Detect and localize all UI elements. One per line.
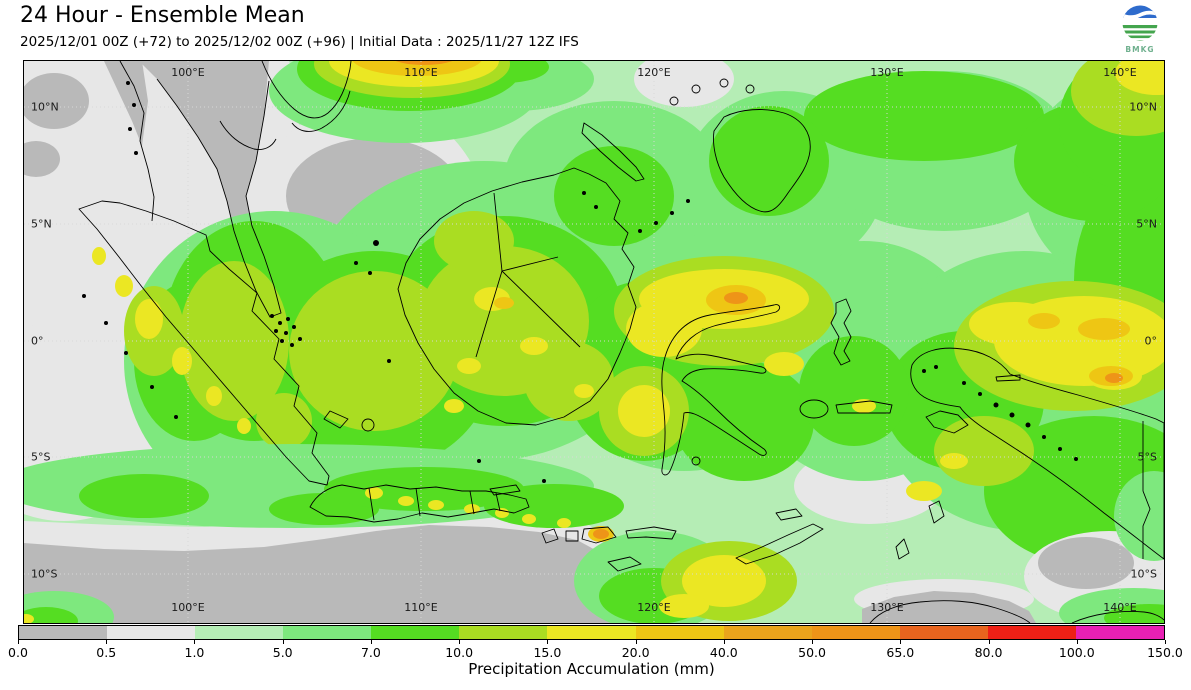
lon-label-bottom: 130°E (870, 601, 904, 614)
colorbar-segment (723, 626, 812, 639)
colorbar-tick (1165, 640, 1166, 644)
precip-south-band (24, 444, 797, 623)
precip-orange-areas (395, 61, 1123, 383)
lat-label-left: 0° (31, 334, 44, 348)
colorbar-tick-label: 100.0 (1058, 645, 1095, 660)
colorbar-tick-label: 20.0 (621, 645, 650, 660)
precipitation-map (24, 61, 1164, 623)
colorbar-tick-label: 80.0 (974, 645, 1003, 660)
lon-label-top: 140°E (1103, 66, 1137, 79)
colorbar-tick-label: 10.0 (445, 645, 474, 660)
lon-label-top: 110°E (404, 66, 438, 79)
colorbar-segment (459, 626, 548, 639)
colorbar-tick-label: 40.0 (709, 645, 738, 660)
colorbar-segment (811, 626, 900, 639)
precip-southeast-corner (854, 471, 1164, 623)
colorbar-tick (18, 640, 19, 644)
colorbar-segment (1075, 626, 1165, 639)
colorbar-tick-label: 1.0 (184, 645, 205, 660)
lon-label-bottom: 110°E (404, 601, 438, 614)
precip-gold-areas (352, 61, 1133, 386)
lat-label-right: 5°N (1136, 217, 1157, 231)
colorbar-segment (107, 626, 196, 639)
colorbar-segment (987, 626, 1076, 639)
colorbar-tick (812, 640, 814, 644)
colorbar-tick (635, 640, 637, 644)
colorbar-segment (635, 626, 724, 639)
colorbar-tick-label: 15.0 (533, 645, 562, 660)
bmkg-logo-icon (1122, 5, 1158, 41)
lat-label-right: 0° (1144, 334, 1158, 348)
lon-label-top: 120°E (637, 66, 671, 79)
colorbar-tick-label: 7.0 (360, 645, 381, 660)
colorbar-tick (194, 640, 196, 644)
bmkg-logo: BMKG (1119, 3, 1161, 57)
lat-label-right: 10°N (1129, 100, 1157, 114)
colorbar-segments (18, 625, 1165, 640)
lat-label-left: 10°S (31, 567, 58, 581)
bmkg-logo-text: BMKG (1125, 45, 1155, 54)
colorbar-tick-label: 0.5 (96, 645, 117, 660)
colorbar-tick-label: 50.0 (798, 645, 826, 660)
colorbar-segment (283, 626, 372, 639)
lon-label-top: 130°E (870, 66, 904, 79)
colorbar-tick-label: 5.0 (272, 645, 293, 660)
page-title: 24 Hour - Ensemble Mean (20, 3, 305, 28)
island-specks (82, 81, 1078, 483)
colorbar-segment (547, 626, 636, 639)
lon-label-bottom: 140°E (1103, 601, 1137, 614)
map-panel: 100°E 100°E 110°E 110°E 120°E 120°E 130°E 130°E… (23, 60, 1165, 624)
colorbar-tick (370, 640, 372, 644)
colorbar-tick (1076, 640, 1078, 644)
lon-label-top: 100°E (171, 66, 205, 79)
colorbar-tick-label: 150.0 (1147, 645, 1183, 660)
colorbar-tick (723, 640, 725, 644)
colorbar-segment (195, 626, 284, 639)
colorbar-tick (106, 640, 108, 644)
lat-label-right: 10°S (1130, 567, 1157, 581)
colorbar-segment (371, 626, 460, 639)
colorbar-tick (547, 640, 549, 644)
colorbar-tick-label: 0.0 (8, 645, 28, 660)
lat-label-right: 5°S (1137, 450, 1157, 464)
colorbar-tick (988, 640, 990, 644)
colorbar-tick (459, 640, 461, 644)
lat-label-left: 5°N (31, 217, 52, 231)
colorbar-tick (282, 640, 284, 644)
colorbar-title: Precipitation Accumulation (mm) (468, 660, 715, 678)
lon-label-bottom: 100°E (171, 601, 205, 614)
colorbar-segment (19, 626, 108, 639)
colorbar-tick-label: 65.0 (886, 645, 915, 660)
lat-label-left: 5°S (31, 450, 51, 464)
colorbar: 0.0 0.5 1.0 5.0 7.0 10.0 15.0 20.0 40.0 50.0 65.0 8… (8, 625, 1183, 661)
page-subtitle: 2025/12/01 00Z (+72) to 2025/12/02 00Z (… (20, 34, 579, 50)
lat-label-left: 10°N (31, 100, 59, 114)
lon-label-bottom: 120°E (637, 601, 671, 614)
coastlines (78, 61, 1164, 623)
colorbar-tick (900, 640, 902, 644)
colorbar-segment (899, 626, 988, 639)
